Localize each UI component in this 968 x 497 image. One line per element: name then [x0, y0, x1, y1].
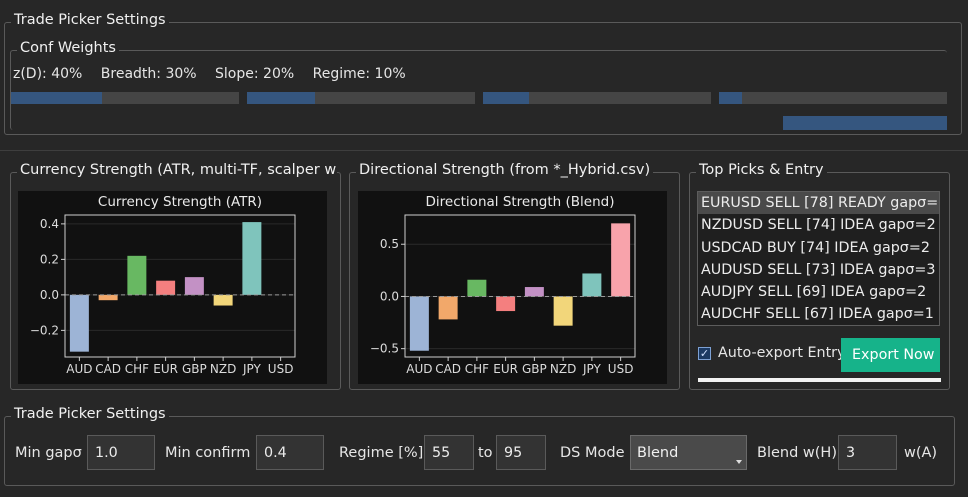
auto-export-label[interactable]: Auto-export Entry — [718, 345, 846, 361]
bar-gbp — [524, 287, 544, 297]
x-tick-label: CHF — [465, 362, 489, 376]
top-picks-title: Top Picks & Entry — [696, 162, 827, 178]
bar-aud — [69, 294, 89, 352]
bar-nzd — [553, 296, 573, 326]
x-tick-label: CAD — [95, 362, 121, 376]
ds-mode-select[interactable]: Blend — [630, 435, 747, 470]
directional-strength-chart: Directional Strength (Blend) 0.5 0.0 −0.5 AU… — [358, 191, 667, 384]
divider — [0, 150, 968, 151]
weight-breadth-bar — [247, 92, 475, 104]
x-tick-label: GBP — [182, 362, 207, 376]
blend-wh-input[interactable] — [838, 435, 897, 470]
currency-strength-title: Currency Strength (ATR, multi-TF, scalpe… — [17, 162, 337, 178]
currency-strength-group: Currency Strength (ATR, multi-TF, scalpe… — [10, 162, 341, 390]
wa-label: w(A) — [904, 445, 938, 461]
x-tick-label: GBP — [522, 362, 547, 376]
x-tick-label: JPY — [582, 362, 602, 376]
export-progress-bar — [698, 378, 941, 382]
weight-regime-label: Regime: 10% — [312, 66, 406, 82]
pick-row[interactable]: NZDUSD SELL [74] IDEA gapσ=2 — [701, 217, 936, 234]
regime-label: Regime [%] — [339, 445, 424, 461]
bar-jpy — [242, 222, 262, 295]
dropdown-arrow-icon — [736, 460, 742, 464]
bar-jpy — [582, 273, 602, 297]
pick-row[interactable]: AUDUSD SELL [73] IDEA gapσ=3 — [701, 261, 936, 278]
pick-row[interactable]: AUDCHF SELL [67] IDEA gapσ=1 — [701, 306, 934, 323]
weight-slope-label: Slope: 20% — [215, 66, 295, 82]
bar-aud — [409, 296, 429, 351]
min-confirm-input[interactable] — [256, 435, 324, 470]
y-tick-label: 0.0 — [380, 289, 399, 303]
chart-title: Currency Strength (ATR) — [98, 194, 262, 210]
weight-breadth-label: Breadth: 30% — [100, 66, 197, 82]
x-tick-label: AUD — [66, 362, 92, 376]
bar-nzd — [213, 294, 233, 306]
x-tick-label: EUR — [153, 362, 178, 376]
ds-mode-label: DS Mode — [560, 445, 625, 461]
chart-title: Directional Strength (Blend) — [426, 194, 615, 210]
directional-strength-group: Directional Strength (from *_Hybrid.csv) — [349, 162, 680, 390]
trade-picker-settings-top-group: Trade Picker Settings — [4, 12, 962, 135]
bar-usd — [611, 223, 631, 297]
regime-to-input[interactable] — [496, 435, 546, 470]
top-picks-list[interactable]: EURUSD SELL [78] READY gapσ= NZDUSD SELL … — [697, 191, 940, 326]
x-tick-label: USD — [268, 362, 294, 376]
pick-row[interactable]: EURUSD SELL [78] READY gapσ= — [698, 192, 939, 215]
currency-strength-chart: Currency Strength (ATR) 0.4 0.2 0.0 −0.2 AUD C… — [18, 191, 327, 384]
weight-zd-bar — [11, 92, 239, 104]
regime-from-input[interactable] — [424, 435, 474, 470]
x-tick-label: AUD — [406, 362, 432, 376]
x-tick-label: CAD — [435, 362, 461, 376]
pick-row[interactable]: AUDJPY SELL [69] IDEA gapσ=2 — [701, 284, 927, 301]
x-tick-label: NZD — [210, 362, 236, 376]
y-tick-label: 0.2 — [40, 252, 59, 266]
bar-cad — [98, 294, 118, 301]
weight-slope-bar — [483, 92, 711, 104]
bar-chf — [127, 255, 147, 295]
auto-export-checkbox[interactable]: ✓ — [698, 347, 711, 360]
x-tick-label: JPY — [242, 362, 262, 376]
trade-picker-settings-bottom-group: Trade Picker Settings — [4, 406, 955, 486]
bar-cad — [438, 296, 458, 320]
bar-gbp — [184, 277, 204, 295]
y-tick-label: 0.4 — [40, 217, 59, 231]
regime-to-label: to — [478, 445, 493, 461]
conf-weights-group: Conf Weights — [10, 40, 947, 130]
bar-eur — [156, 280, 176, 295]
top-picks-group: Top Picks & Entry — [689, 162, 950, 390]
x-tick-label: CHF — [125, 362, 149, 376]
plot-frame — [64, 214, 296, 358]
x-tick-label: USD — [608, 362, 634, 376]
x-tick-label: NZD — [550, 362, 576, 376]
y-tick-label: 0.5 — [380, 237, 399, 251]
min-confirm-label: Min confirm — [165, 445, 251, 461]
plot-frame — [404, 214, 636, 358]
y-tick-label: −0.2 — [30, 323, 59, 337]
blend-wh-label: Blend w(H) — [757, 445, 837, 461]
weight-zd-label: z(D): 40% — [13, 66, 83, 82]
group-title: Trade Picker Settings — [11, 12, 169, 28]
conf-weights-summary: z(D): 40% Breadth: 30% Slope: 20% Regime… — [13, 66, 420, 82]
min-gap-input[interactable] — [87, 435, 155, 470]
min-gap-label: Min gapσ — [15, 445, 82, 461]
bottom-group-title: Trade Picker Settings — [11, 406, 169, 422]
pick-row[interactable]: USDCAD BUY [74] IDEA gapσ=2 — [701, 239, 930, 256]
ds-mode-value: Blend — [637, 445, 679, 461]
y-tick-label: −0.5 — [370, 342, 399, 356]
bar-eur — [496, 296, 516, 312]
export-now-button[interactable]: Export Now — [841, 338, 940, 372]
conf-weights-title: Conf Weights — [17, 40, 119, 56]
x-tick-label: EUR — [493, 362, 518, 376]
y-tick-label: 0.0 — [40, 288, 59, 302]
bar-chf — [467, 279, 487, 297]
weight-regime-bar — [719, 92, 947, 104]
directional-strength-title: Directional Strength (from *_Hybrid.csv) — [356, 162, 654, 178]
conf-overall-bar — [783, 116, 947, 130]
